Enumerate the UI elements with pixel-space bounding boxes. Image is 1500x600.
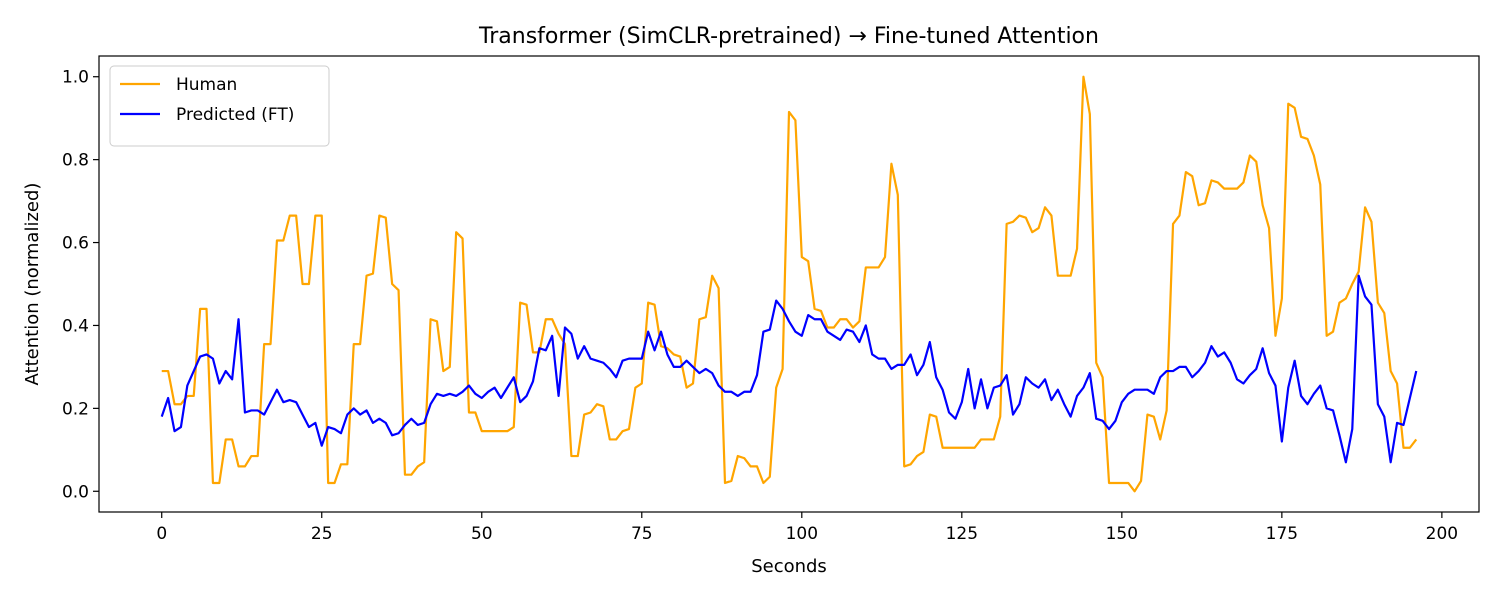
x-tick-label: 175 bbox=[1266, 524, 1298, 544]
x-axis-label: Seconds bbox=[751, 556, 827, 577]
x-tick-label: 125 bbox=[946, 524, 978, 544]
x-tick-label: 0 bbox=[156, 524, 167, 544]
y-tick-label: 1.0 bbox=[62, 68, 89, 88]
y-tick-label: 0.2 bbox=[62, 399, 89, 419]
y-tick-label: 0.6 bbox=[62, 234, 89, 254]
legend-label: Human bbox=[176, 75, 237, 95]
legend-label: Predicted (FT) bbox=[176, 105, 294, 125]
x-tick-label: 200 bbox=[1426, 524, 1458, 544]
x-tick-label: 75 bbox=[631, 524, 653, 544]
x-tick-label: 50 bbox=[471, 524, 493, 544]
y-axis-label: Attention (normalized) bbox=[22, 183, 43, 386]
x-tick-label: 100 bbox=[786, 524, 818, 544]
chart-title: Transformer (SimCLR-pretrained) → Fine-t… bbox=[478, 24, 1099, 49]
legend: Human Predicted (FT) bbox=[109, 65, 330, 147]
legend-box bbox=[109, 65, 330, 147]
x-tick-label: 150 bbox=[1106, 524, 1138, 544]
data-line bbox=[160, 274, 1418, 464]
data-line bbox=[161, 75, 1418, 493]
plot-frame bbox=[98, 55, 1480, 513]
y-tick-label: 0.8 bbox=[62, 151, 89, 171]
x-tick-label: 25 bbox=[311, 524, 333, 544]
y-tick-label: 0.0 bbox=[62, 482, 89, 502]
y-tick-label: 0.4 bbox=[62, 316, 89, 336]
